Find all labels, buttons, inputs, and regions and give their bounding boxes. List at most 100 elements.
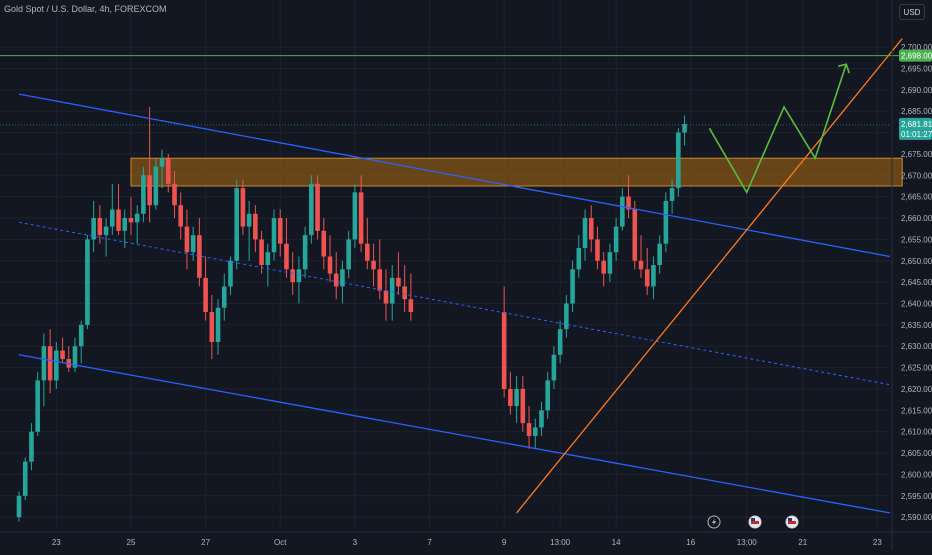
candle-body[interactable]: [396, 277, 401, 287]
candle-body[interactable]: [246, 213, 252, 227]
candle-body[interactable]: [203, 277, 208, 313]
candle-body[interactable]: [315, 183, 320, 231]
candle-body[interactable]: [197, 235, 202, 278]
candle-body[interactable]: [259, 239, 264, 266]
candle-body[interactable]: [147, 175, 152, 206]
candle-body[interactable]: [327, 256, 333, 274]
candle-body[interactable]: [402, 286, 407, 300]
candle-body[interactable]: [290, 269, 295, 283]
candle-body[interactable]: [172, 183, 177, 206]
candle-body[interactable]: [277, 218, 283, 244]
channel-lower-line[interactable]: [18, 354, 890, 514]
candle-body[interactable]: [110, 209, 115, 227]
candle-body[interactable]: [184, 226, 190, 253]
candle-body[interactable]: [389, 277, 395, 304]
candle-body[interactable]: [508, 388, 513, 407]
candle-body[interactable]: [526, 423, 532, 436]
candle-body[interactable]: [78, 324, 84, 347]
candle-body[interactable]: [557, 329, 563, 355]
candle-body[interactable]: [333, 273, 339, 287]
candle-body[interactable]: [613, 226, 619, 253]
candle-body[interactable]: [215, 307, 221, 342]
candle-body[interactable]: [228, 260, 233, 287]
candle-body[interactable]: [209, 312, 215, 342]
candle-body[interactable]: [234, 188, 239, 261]
candle-body[interactable]: [607, 252, 613, 274]
candle-body[interactable]: [408, 299, 414, 313]
candle-body[interactable]: [383, 290, 389, 304]
candle-body[interactable]: [91, 218, 96, 240]
candle-body[interactable]: [644, 269, 650, 287]
candle-body[interactable]: [309, 183, 314, 236]
candle-body[interactable]: [551, 354, 557, 381]
candle-body[interactable]: [682, 124, 687, 133]
candle-body[interactable]: [676, 132, 681, 189]
candle-body[interactable]: [253, 213, 258, 240]
candle-body[interactable]: [669, 188, 675, 201]
candle-body[interactable]: [128, 218, 134, 223]
candle-body[interactable]: [626, 196, 631, 210]
channel-upper-line[interactable]: [18, 93, 890, 258]
candle-body[interactable]: [159, 158, 165, 167]
currency-button[interactable]: USD: [899, 4, 925, 20]
candle-body[interactable]: [321, 230, 327, 257]
supply-zone[interactable]: [130, 157, 903, 187]
candle-body[interactable]: [134, 213, 140, 223]
projection-path[interactable]: [708, 63, 848, 195]
candle-body[interactable]: [663, 200, 669, 244]
lightning-icon[interactable]: [707, 515, 721, 529]
candle-body[interactable]: [165, 158, 171, 184]
candle-body[interactable]: [595, 239, 600, 261]
candle-body[interactable]: [41, 346, 47, 381]
candle-body[interactable]: [47, 346, 53, 381]
candle-body[interactable]: [302, 235, 308, 270]
candle-body[interactable]: [240, 188, 246, 227]
candle-body[interactable]: [588, 218, 594, 240]
candle-body[interactable]: [284, 243, 289, 270]
candle-body[interactable]: [16, 495, 22, 518]
candle-body[interactable]: [296, 269, 302, 283]
candle-body[interactable]: [141, 175, 146, 214]
candle-body[interactable]: [178, 205, 184, 227]
candle-body[interactable]: [54, 350, 59, 381]
candle-body[interactable]: [545, 380, 550, 411]
candle-body[interactable]: [271, 218, 277, 253]
candle-body[interactable]: [340, 269, 345, 287]
candle-body[interactable]: [122, 218, 128, 231]
candle-body[interactable]: [638, 260, 644, 270]
candle-body[interactable]: [570, 269, 575, 304]
candle-body[interactable]: [620, 196, 625, 227]
candle-body[interactable]: [116, 209, 121, 231]
candle-body[interactable]: [153, 166, 159, 206]
candle-body[interactable]: [346, 239, 351, 270]
us-flag-icon[interactable]: [785, 515, 799, 529]
candle-body[interactable]: [85, 239, 90, 325]
candle-body[interactable]: [190, 235, 196, 253]
candle-body[interactable]: [371, 260, 376, 270]
candle-body[interactable]: [60, 350, 65, 360]
candle-body[interactable]: [29, 431, 34, 462]
candle-body[interactable]: [632, 209, 638, 261]
candle-body[interactable]: [582, 218, 588, 248]
candle-body[interactable]: [103, 226, 109, 236]
trend-line[interactable]: [516, 38, 903, 514]
candle-body[interactable]: [352, 192, 358, 240]
candle-body[interactable]: [97, 218, 103, 236]
candle-body[interactable]: [514, 388, 519, 407]
candle-body[interactable]: [601, 260, 606, 274]
candle-body[interactable]: [539, 410, 544, 428]
candle-body[interactable]: [501, 312, 507, 389]
candle-body[interactable]: [358, 192, 364, 244]
candle-body[interactable]: [520, 388, 526, 424]
channel-mid-line[interactable]: [18, 221, 890, 386]
candle-body[interactable]: [365, 243, 370, 261]
candle-body[interactable]: [657, 243, 662, 266]
candle-body[interactable]: [576, 247, 582, 270]
candle-body[interactable]: [22, 461, 28, 496]
candle-body[interactable]: [651, 265, 656, 287]
us-flag-icon[interactable]: [748, 515, 762, 529]
candle-body[interactable]: [221, 286, 227, 308]
candle-body[interactable]: [265, 252, 271, 266]
candle-body[interactable]: [35, 380, 40, 432]
